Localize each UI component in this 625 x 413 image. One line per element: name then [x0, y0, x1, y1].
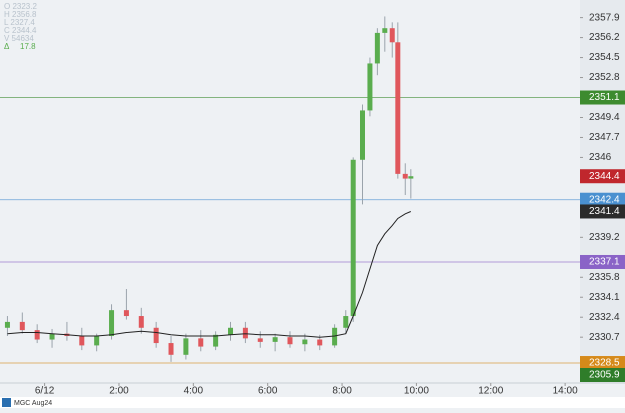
x-tick-label: 6:00: [258, 386, 278, 397]
footer: [0, 397, 625, 408]
price-tag: [580, 90, 625, 105]
candle-body: [228, 327, 234, 335]
price-tag: [580, 204, 625, 219]
y-tick-label: 2347.7: [589, 132, 620, 143]
candle-body: [302, 339, 308, 345]
candle-body: [272, 337, 278, 342]
candle-body: [395, 42, 401, 174]
candle-body: [109, 310, 115, 337]
candle-body: [350, 159, 356, 317]
candle-body: [168, 343, 174, 355]
x-tick-label: 12:00: [478, 386, 503, 397]
candle-body: [367, 63, 373, 111]
x-tick-label: 4:00: [184, 386, 204, 397]
info-line: V 54634: [4, 34, 34, 43]
candle-body: [382, 28, 388, 33]
x-tick-label: 8:00: [332, 386, 352, 397]
y-tick-label: 2349.4: [589, 112, 620, 123]
plot-area: [0, 0, 580, 383]
candle-body: [257, 338, 263, 342]
x-tick-label: 14:00: [553, 386, 578, 397]
candle-body: [360, 110, 365, 160]
delta: 17.8: [20, 42, 36, 51]
y-tick-label: 2346: [589, 152, 612, 163]
symbol-icon[interactable]: [2, 398, 11, 407]
candle-body: [213, 334, 219, 347]
candle-body: [402, 173, 408, 179]
price-tag: [580, 368, 625, 382]
candle-body: [153, 327, 159, 344]
price-tag: [580, 192, 625, 207]
info-line: O 2323.2: [4, 2, 37, 11]
y-tick-label: 2354.5: [589, 52, 620, 63]
y-tick-label: 2334.1: [589, 292, 620, 303]
price-tag: [580, 169, 625, 184]
info-line: C 2344.4: [4, 26, 37, 35]
candle-body: [343, 316, 349, 328]
y-tick-label: 2339.2: [589, 232, 620, 243]
delta-label: Δ: [4, 42, 10, 51]
candle-body: [198, 338, 204, 347]
y-tick-label: 2332.4: [589, 312, 620, 323]
candle-body: [4, 321, 10, 328]
moving-average: [7, 211, 411, 338]
y-tick-label: 2357.9: [589, 12, 620, 23]
candle-body: [242, 327, 248, 339]
x-tick-label: 6/12: [35, 386, 55, 397]
price-tag-label: 2344.4: [589, 171, 620, 182]
price-tag-label: 2342.4: [589, 194, 620, 205]
price-tag: [580, 254, 625, 269]
y-tick-label: 2335.8: [589, 272, 620, 283]
candle-body: [19, 321, 25, 331]
symbol[interactable]: MGC Aug24: [14, 400, 52, 407]
info-line: L 2327.4: [4, 18, 35, 27]
candle-body: [79, 336, 85, 346]
y-tick-label: 2330.7: [589, 332, 620, 343]
price-tag-label: 2305.9: [589, 370, 620, 381]
candle-body: [138, 316, 144, 328]
candle-body: [374, 32, 380, 64]
x-tick-label: 2:00: [109, 386, 129, 397]
price-axis: [580, 0, 625, 383]
y-tick-label: 2352.8: [589, 72, 620, 83]
price-tag: [580, 356, 625, 371]
price-tag-label: 2341.4: [589, 206, 620, 217]
candle-body: [408, 176, 414, 179]
candle-body: [94, 336, 100, 346]
candle-body: [183, 338, 189, 355]
price-tag-label: 2351.1: [589, 92, 620, 103]
candle-body: [123, 310, 129, 317]
price-tag-label: 2328.5: [589, 358, 620, 369]
info-line: H 2356.8: [4, 10, 37, 19]
price-tag-label: 2337.1: [589, 257, 620, 268]
y-tick-label: 2356.2: [589, 32, 620, 43]
candle-body: [389, 28, 395, 43]
candle-body: [287, 337, 293, 345]
candle-body: [317, 339, 323, 346]
candle-body: [34, 330, 40, 340]
candle-body: [332, 327, 338, 346]
candle-body: [49, 333, 55, 340]
x-tick-label: 10:00: [404, 386, 429, 397]
